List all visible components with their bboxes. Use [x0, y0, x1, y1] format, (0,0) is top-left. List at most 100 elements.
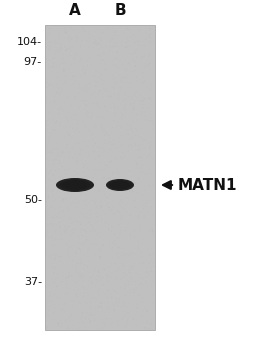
- Point: [55, 82, 59, 87]
- Point: [147, 271, 151, 277]
- Point: [82, 50, 87, 56]
- Point: [113, 28, 117, 33]
- Point: [116, 318, 120, 324]
- Point: [100, 145, 104, 151]
- Point: [99, 313, 103, 319]
- Point: [132, 139, 136, 144]
- Point: [55, 283, 59, 289]
- Point: [80, 275, 84, 281]
- Point: [92, 269, 96, 274]
- Point: [127, 34, 131, 39]
- Point: [100, 117, 104, 122]
- Point: [82, 262, 87, 267]
- Point: [108, 47, 112, 52]
- Point: [137, 156, 141, 162]
- Point: [83, 67, 87, 73]
- Point: [112, 265, 116, 271]
- Point: [52, 28, 56, 34]
- Point: [128, 280, 132, 286]
- Point: [95, 273, 99, 279]
- Point: [57, 135, 61, 140]
- Point: [45, 28, 49, 34]
- Point: [66, 276, 70, 282]
- Point: [73, 97, 77, 103]
- Point: [102, 176, 106, 181]
- Point: [112, 288, 116, 294]
- Point: [88, 229, 92, 235]
- Point: [109, 268, 113, 274]
- Point: [71, 272, 75, 277]
- Point: [124, 55, 128, 60]
- Point: [146, 125, 150, 130]
- Point: [45, 216, 49, 221]
- Point: [114, 49, 119, 54]
- Point: [124, 44, 128, 50]
- Point: [103, 219, 107, 224]
- Point: [76, 219, 80, 225]
- Point: [61, 108, 66, 114]
- Point: [48, 128, 52, 133]
- Point: [55, 252, 59, 257]
- Point: [56, 163, 60, 168]
- Point: [121, 93, 125, 98]
- Point: [64, 205, 68, 211]
- Point: [83, 98, 87, 104]
- Point: [117, 66, 121, 71]
- Point: [65, 81, 69, 86]
- Point: [93, 38, 97, 44]
- Point: [126, 319, 130, 324]
- Point: [127, 61, 131, 67]
- Point: [110, 211, 114, 216]
- Point: [72, 167, 77, 173]
- Point: [52, 292, 56, 297]
- Point: [73, 95, 77, 100]
- Point: [86, 253, 90, 259]
- Point: [118, 210, 122, 215]
- Point: [68, 259, 72, 264]
- Point: [100, 44, 104, 49]
- Point: [126, 50, 130, 56]
- Point: [67, 46, 71, 51]
- Point: [145, 127, 150, 133]
- Point: [69, 158, 73, 164]
- Point: [47, 299, 51, 305]
- Point: [107, 219, 111, 224]
- Point: [138, 223, 142, 228]
- Point: [120, 305, 124, 310]
- Point: [50, 192, 55, 198]
- Point: [61, 51, 65, 57]
- Point: [137, 161, 142, 167]
- Point: [90, 54, 94, 60]
- Point: [67, 158, 71, 163]
- Point: [137, 27, 142, 33]
- Point: [144, 35, 148, 41]
- Point: [121, 44, 125, 49]
- Point: [130, 284, 134, 290]
- Point: [141, 308, 145, 313]
- Point: [121, 73, 125, 79]
- Point: [132, 76, 136, 82]
- Point: [86, 51, 90, 57]
- Point: [84, 282, 89, 288]
- Point: [138, 147, 142, 153]
- Point: [111, 35, 115, 41]
- Point: [50, 218, 54, 223]
- Point: [116, 170, 121, 176]
- Point: [55, 146, 59, 152]
- Point: [145, 308, 150, 314]
- Point: [102, 300, 106, 306]
- Point: [135, 71, 139, 76]
- Point: [53, 181, 57, 186]
- Point: [52, 270, 56, 276]
- Bar: [45, 25, 155, 330]
- Point: [75, 139, 79, 145]
- Point: [55, 127, 59, 132]
- Point: [119, 148, 123, 153]
- Point: [93, 170, 97, 175]
- Point: [152, 122, 156, 128]
- Point: [86, 97, 90, 103]
- Point: [145, 188, 149, 194]
- Point: [107, 87, 111, 93]
- Point: [152, 259, 156, 265]
- Point: [50, 277, 54, 282]
